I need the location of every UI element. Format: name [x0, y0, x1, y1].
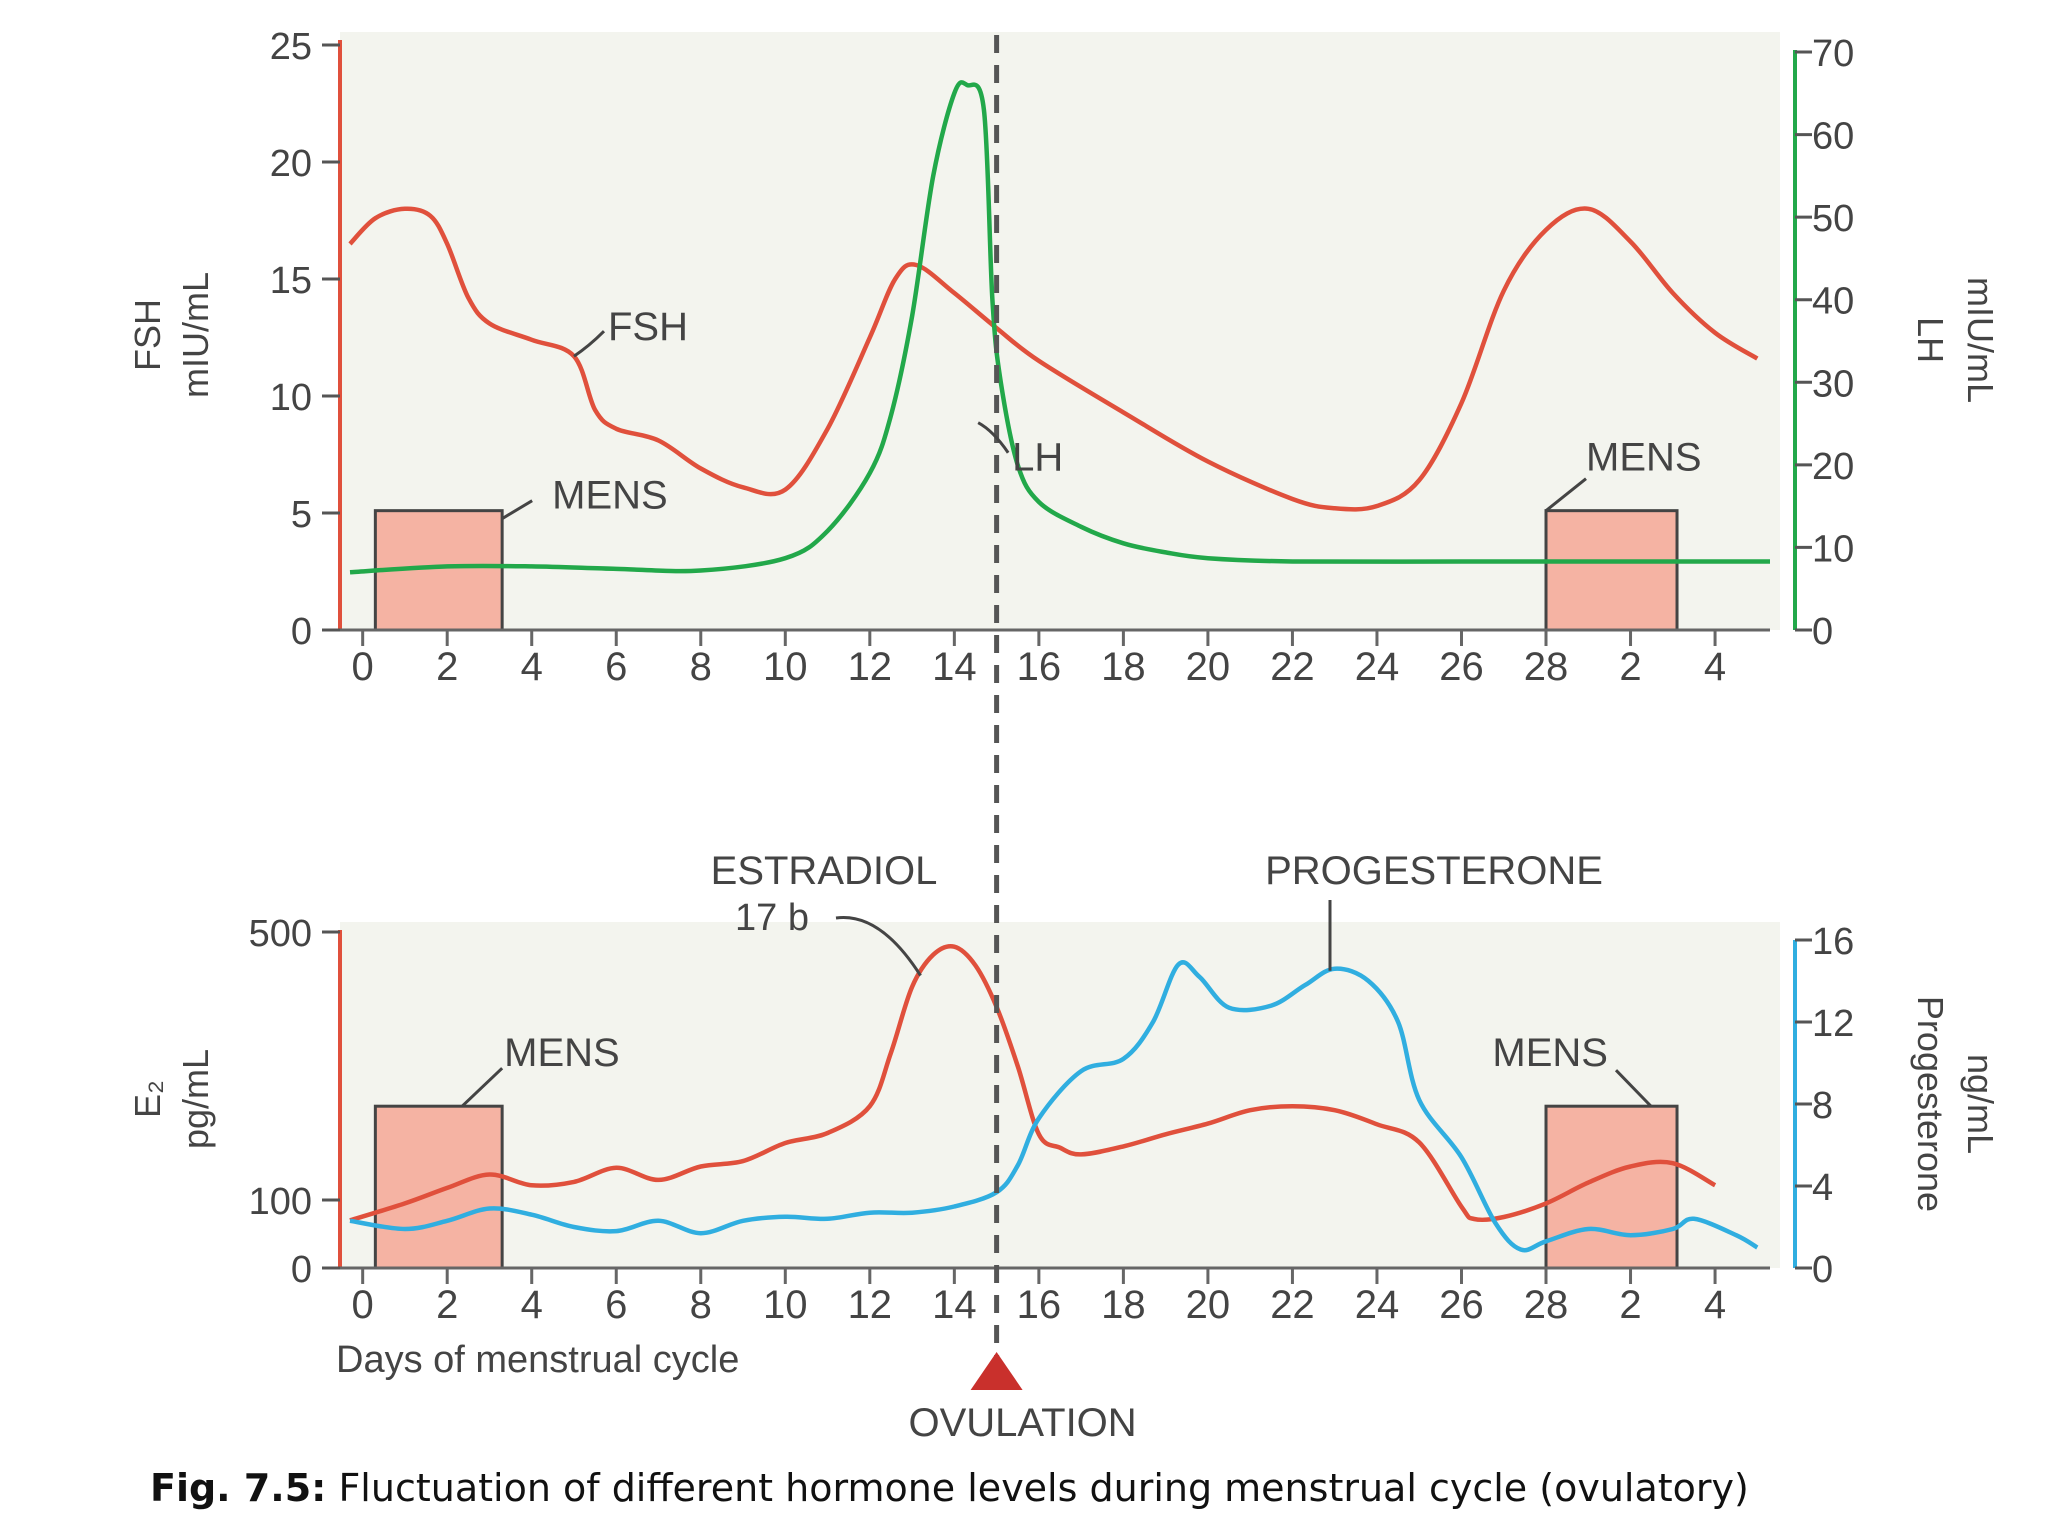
gonadotropin-right-tick-label-0: 0 — [1812, 611, 1833, 653]
gonadotropin-left-tick-label-3: 15 — [270, 260, 312, 302]
gonadotropin-series-line-0 — [348, 206, 1759, 512]
caption-text: Fluctuation of different hormone levels … — [326, 1466, 1749, 1510]
ovarian-right-tick-label-0: 0 — [1812, 1249, 1833, 1291]
gonadotropin-x-tick-label-7: 14 — [932, 645, 977, 689]
gonadotropin-right-tick-label-4: 40 — [1812, 281, 1854, 323]
gonadotropin-left-tick-label-5: 25 — [270, 26, 312, 68]
mens-pointer-line-3 — [1614, 1069, 1653, 1108]
progesterone-series-label: PROGESTERONE — [1265, 849, 1603, 893]
gonadotropin-right-tick-label-5: 50 — [1812, 198, 1854, 240]
mens-label-2: MENS — [504, 1031, 620, 1075]
mens-pointer-line-1 — [1545, 477, 1587, 512]
gonadotropin-x-tick-label-1: 2 — [436, 645, 458, 689]
ovarian-x-tick-label-0: 0 — [352, 1283, 374, 1327]
gonadotropin-left-tick-label-4: 20 — [270, 143, 312, 185]
gonadotropin-x-tick-label-0: 0 — [352, 645, 374, 689]
x-axis-title: Days of menstrual cycle — [336, 1339, 739, 1381]
gonadotropin-mens-box-1 — [1544, 509, 1679, 632]
gonadotropin-x-tick-label-14: 28 — [1524, 645, 1569, 689]
mens-pointer-line-2 — [461, 1067, 504, 1108]
gonadotropin-right-tick-label-3: 30 — [1812, 363, 1854, 405]
ovarian-x-tick-label-2: 4 — [521, 1283, 543, 1327]
ovarian-right-axis-title-1: ng/mL — [1960, 1054, 2001, 1154]
ovarian-series-line-0 — [349, 944, 1717, 1223]
gonadotropin-left-axis-title-1: mIU/mL — [175, 272, 216, 398]
gonadotropin-left-tick-label-1: 5 — [291, 494, 312, 536]
ovarian-mens-box-0 — [373, 1104, 504, 1270]
ovarian-x-tick-label-5: 10 — [763, 1283, 808, 1327]
caption-label: Fig. 7.5: — [150, 1466, 327, 1510]
ovarian-left-axis-title-1: pg/mL — [175, 1049, 216, 1149]
ovarian-x-tick-label-8: 16 — [1017, 1283, 1062, 1327]
gonadotropin-x-tick-label-3: 6 — [605, 645, 627, 689]
ovarian-right-tick-label-1: 4 — [1812, 1167, 1833, 1209]
gonadotropin-left-tick-label-2: 10 — [270, 377, 312, 419]
ovarian-left-axis-title-0: E₂ — [127, 1080, 168, 1118]
ovarian-left-tick-label-2: 500 — [249, 913, 312, 955]
gonadotropin-left-axis-title-0: FSH — [127, 299, 168, 371]
gonadotropin-right-axis-title-1: mIU/mL — [1960, 277, 2001, 403]
ovarian-x-tick-label-11: 22 — [1270, 1283, 1315, 1327]
ovarian-right-tick-label-3: 12 — [1812, 1003, 1854, 1045]
ovarian-x-tick-label-12: 24 — [1355, 1283, 1400, 1327]
ovarian-right-tick-label-2: 8 — [1812, 1085, 1833, 1127]
gonadotropin-x-tick-label-15: 2 — [1619, 645, 1641, 689]
figure-caption: Fig. 7.5: Fluctuation of different hormo… — [150, 1466, 2030, 1510]
ovarian-x-tick-label-4: 8 — [690, 1283, 712, 1327]
gonadotropin-x-tick-label-6: 12 — [848, 645, 893, 689]
gonadotropin-x-tick-label-11: 22 — [1270, 645, 1315, 689]
ovarian-x-tick-label-7: 14 — [932, 1283, 977, 1327]
ovarian-x-tick-label-16: 4 — [1704, 1283, 1726, 1327]
ovarian-mens-box-1 — [1544, 1104, 1679, 1270]
ovarian-right-axis-title-0: Progesterone — [1910, 996, 1951, 1212]
ovarian-right-tick-label-4: 16 — [1812, 921, 1854, 963]
lh-series-label: LH — [1012, 436, 1063, 480]
estradiol-series-sublabel: 17 b — [735, 897, 809, 939]
gonadotropin-x-tick-label-10: 20 — [1186, 645, 1231, 689]
gonadotropin-series-line-1 — [349, 80, 1770, 575]
mens-label-1: MENS — [1586, 436, 1702, 480]
ovarian-x-tick-label-3: 6 — [605, 1283, 627, 1327]
gonadotropin-left-tick-label-0: 0 — [291, 611, 312, 653]
gonadotropin-x-tick-label-2: 4 — [521, 645, 543, 689]
mens-pointer-line-0 — [501, 499, 533, 520]
gonadotropin-x-tick-label-8: 16 — [1017, 645, 1062, 689]
gonadotropin-x-tick-label-9: 18 — [1101, 645, 1146, 689]
ovarian-left-tick-label-0: 0 — [291, 1249, 312, 1291]
gonadotropin-right-tick-label-1: 10 — [1812, 528, 1854, 570]
gonadotropin-x-tick-label-5: 10 — [763, 645, 808, 689]
ovarian-x-tick-label-1: 2 — [436, 1283, 458, 1327]
gonadotropin-x-tick-label-12: 24 — [1355, 645, 1400, 689]
estradiol-series-label: ESTRADIOL — [711, 849, 938, 893]
ovarian-plot-background — [340, 922, 1780, 1268]
ovarian-left-tick-label-1: 100 — [249, 1181, 312, 1223]
ovarian-x-tick-label-9: 18 — [1101, 1283, 1146, 1327]
gonadotropin-right-tick-label-2: 20 — [1812, 446, 1854, 488]
lh-pointer-line — [977, 421, 1010, 454]
mens-label-3: MENS — [1492, 1031, 1608, 1075]
ovarian-x-tick-label-6: 12 — [848, 1283, 893, 1327]
ovulation-label: OVULATION — [909, 1401, 1137, 1445]
gonadotropin-x-tick-label-13: 26 — [1439, 645, 1484, 689]
gonadotropin-right-tick-label-7: 70 — [1812, 33, 1854, 75]
gonadotropin-right-tick-label-6: 60 — [1812, 116, 1854, 158]
gonadotropin-plot-background — [340, 32, 1780, 630]
fsh-series-label: FSH — [608, 305, 688, 349]
ovarian-x-tick-label-13: 26 — [1439, 1283, 1484, 1327]
gonadotropin-right-axis-title-0: LH — [1910, 317, 1951, 363]
ovulation-marker-triangle — [970, 1352, 1023, 1390]
ovarian-x-tick-label-15: 2 — [1619, 1283, 1641, 1327]
ovarian-x-tick-label-10: 20 — [1186, 1283, 1231, 1327]
ovarian-x-tick-label-14: 28 — [1524, 1283, 1569, 1327]
fsh-pointer-line — [573, 330, 606, 358]
gonadotropin-x-tick-label-4: 8 — [690, 645, 712, 689]
mens-label-0: MENS — [552, 474, 668, 518]
gonadotropin-x-tick-label-16: 4 — [1704, 645, 1726, 689]
estradiol-pointer-line — [835, 915, 922, 977]
ovarian-series-line-1 — [349, 960, 1759, 1253]
